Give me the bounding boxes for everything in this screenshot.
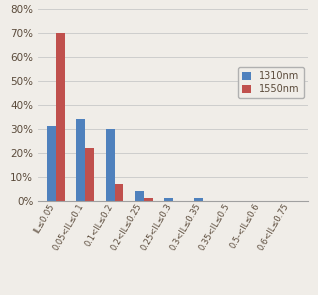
Bar: [144, 198, 153, 201]
Bar: [85, 148, 94, 201]
Bar: [114, 184, 123, 201]
Bar: [135, 191, 144, 201]
Bar: [194, 198, 203, 201]
Bar: [76, 119, 85, 201]
Bar: [47, 126, 56, 201]
Bar: [106, 129, 114, 201]
Legend: 1310nm, 1550nm: 1310nm, 1550nm: [238, 67, 304, 98]
Bar: [164, 198, 173, 201]
Bar: [56, 33, 65, 201]
